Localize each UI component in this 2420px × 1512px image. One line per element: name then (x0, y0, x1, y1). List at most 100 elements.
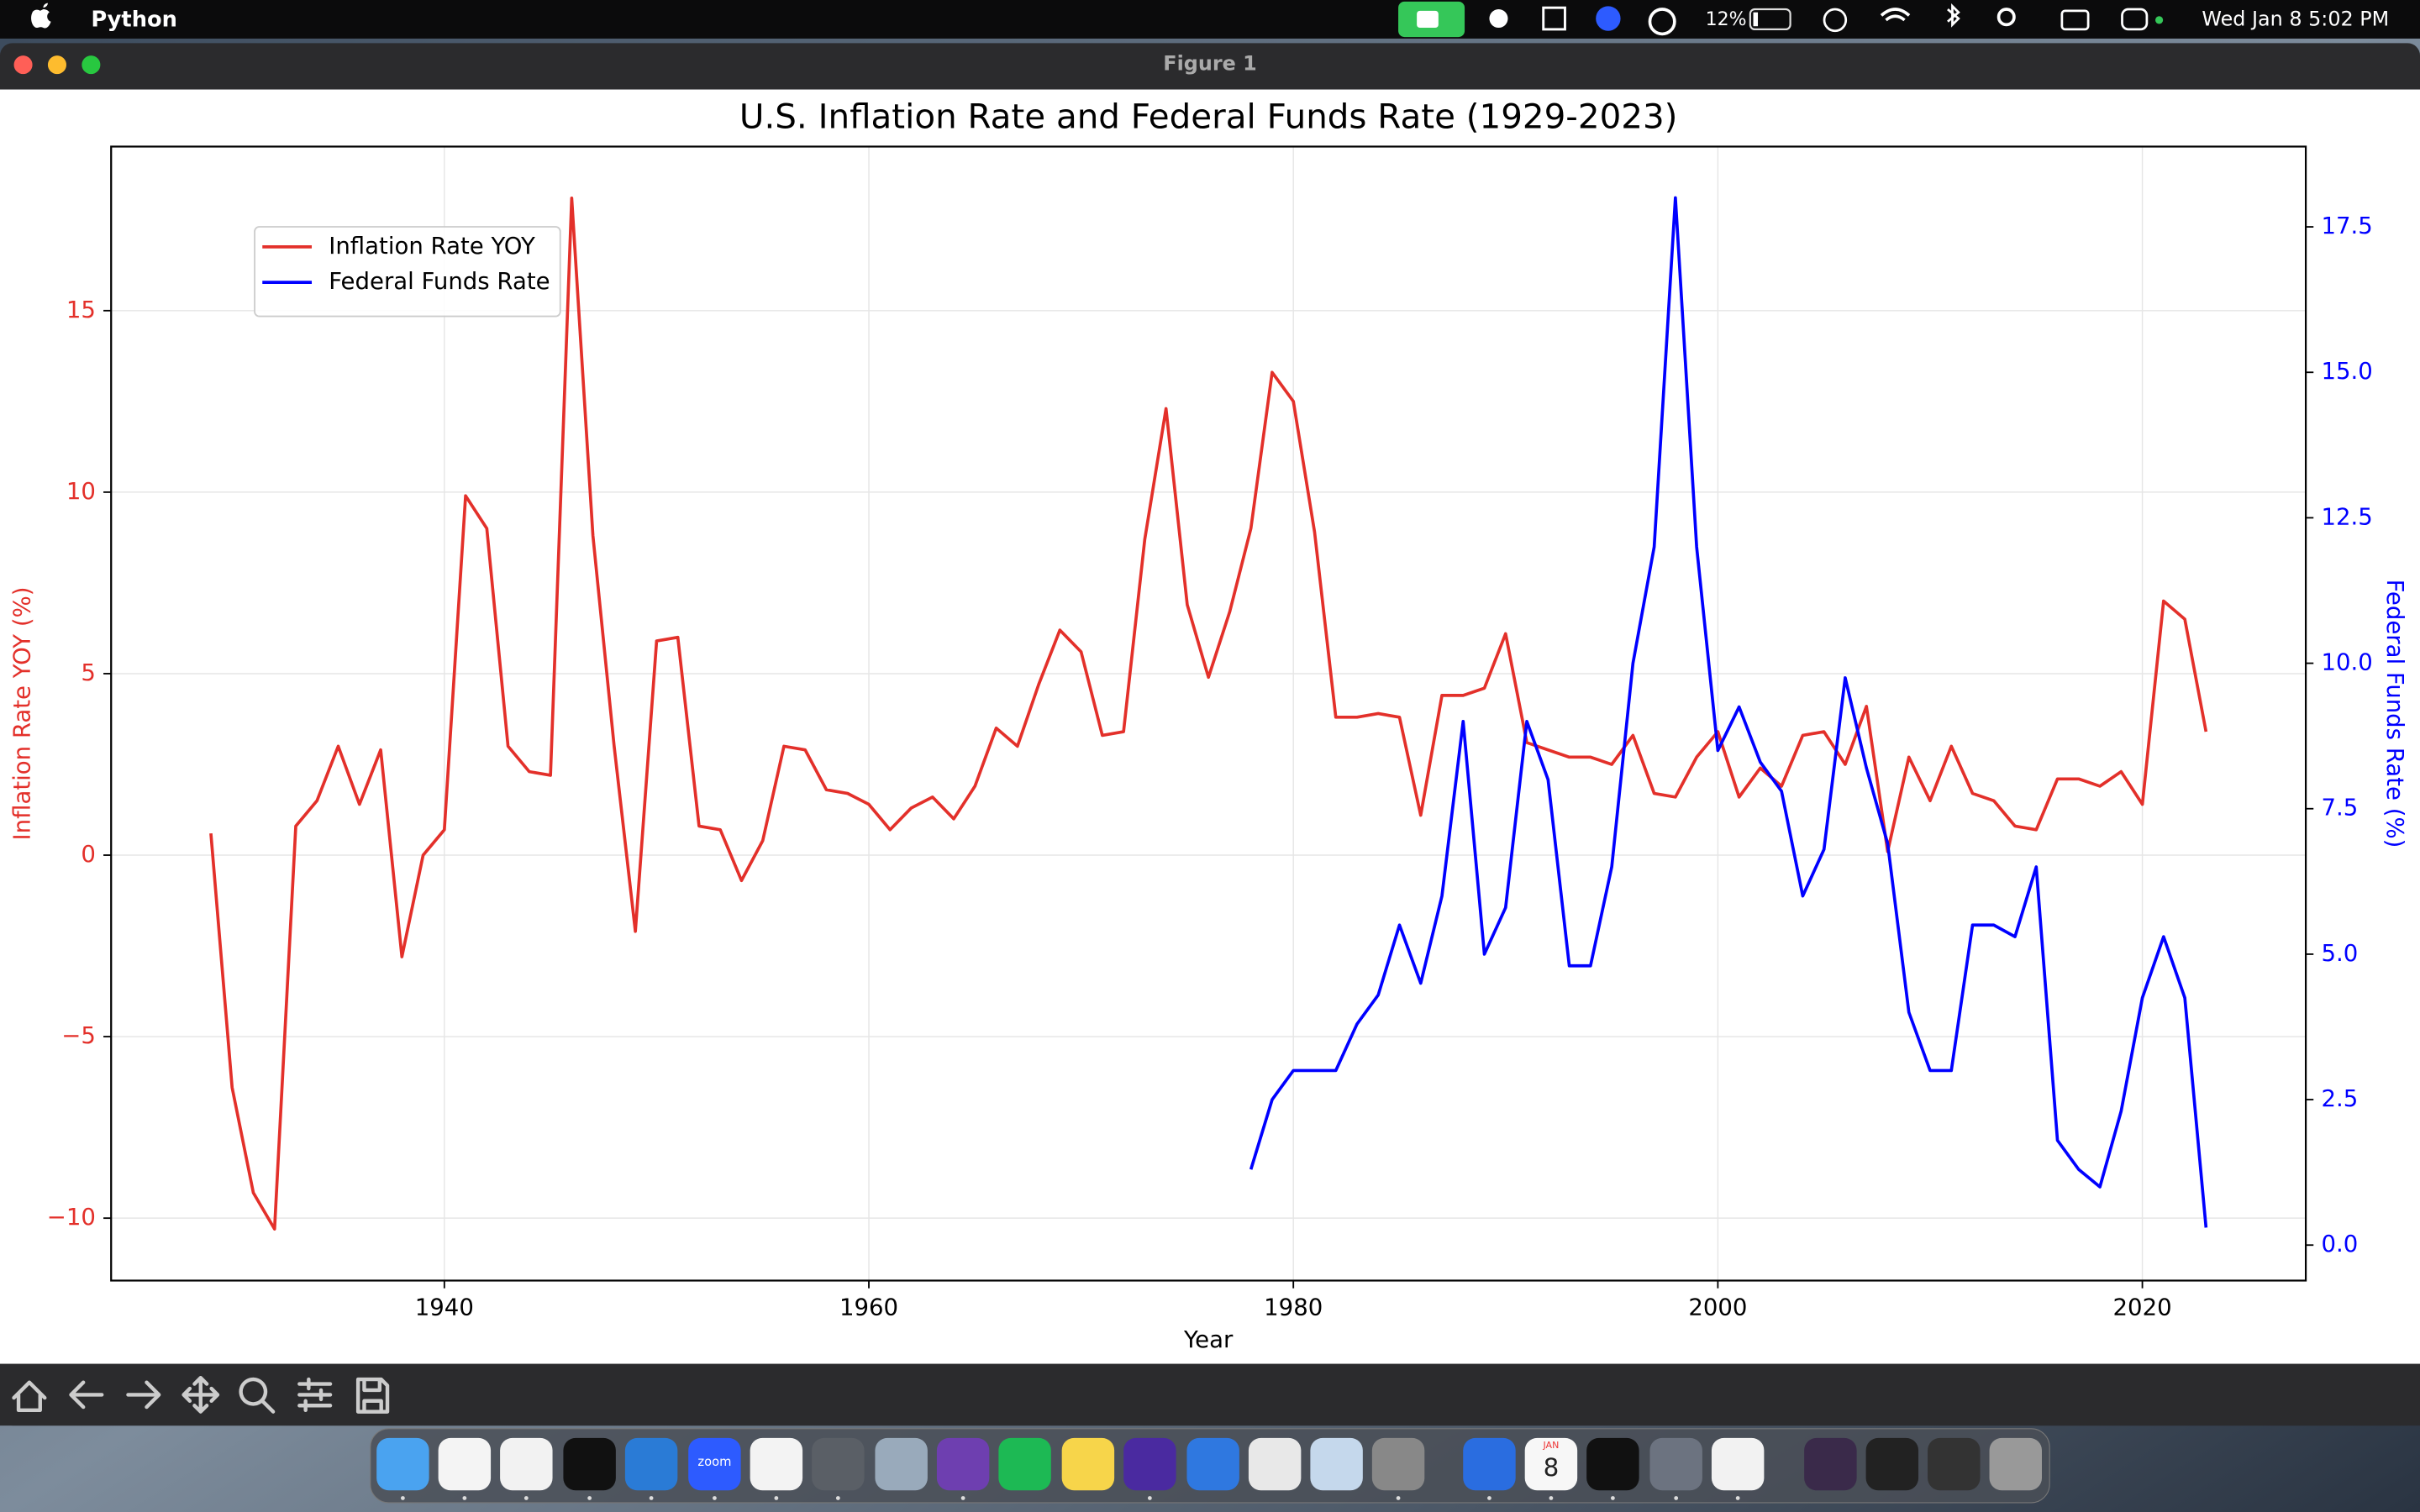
x-tick-label: 1980 (1264, 1294, 1323, 1321)
pan-button[interactable] (182, 1376, 220, 1414)
dock-running-dot (1147, 1496, 1152, 1500)
dock-running-dot (1610, 1496, 1615, 1500)
dock-running-dot (835, 1496, 840, 1500)
y-tick-label: 0 (81, 841, 96, 868)
y2-tick-label: 12.5 (2321, 503, 2372, 530)
calendar-day: 8 (1544, 1453, 1560, 1482)
y2-tick-label: 15.0 (2321, 358, 2372, 385)
dock-running-dot (960, 1496, 965, 1500)
save-button[interactable] (355, 1377, 390, 1414)
toolbar (0, 1363, 2420, 1426)
dock-running-dot (462, 1496, 467, 1500)
status-icon[interactable] (1648, 8, 1676, 36)
dock-app-icon[interactable] (1586, 1437, 1639, 1491)
legend-label: Federal Funds Rate (329, 268, 550, 295)
dock-running-dot (1487, 1496, 1491, 1500)
dock-app-icon[interactable] (936, 1437, 990, 1491)
dock-app-icon[interactable] (1371, 1437, 1425, 1491)
y2-tick-label: 7.5 (2321, 795, 2358, 822)
bluetooth-icon[interactable] (1947, 3, 1960, 28)
clock[interactable]: Wed Jan 8 5:02 PM (2202, 7, 2389, 30)
dock-running-dot (774, 1496, 779, 1500)
dock-running-dot (713, 1496, 717, 1500)
dock-app-icon[interactable] (624, 1437, 678, 1491)
dock-app-icon[interactable] (1804, 1437, 1857, 1491)
menu-bar (0, 0, 2420, 39)
calendar-month: JAN (1542, 1440, 1559, 1451)
dock-app-icon[interactable] (1524, 1437, 1578, 1491)
dock-app-icon[interactable] (500, 1437, 553, 1491)
back-button[interactable] (69, 1380, 104, 1410)
chart: U.S. Inflation Rate and Federal Funds Ra… (9, 96, 2408, 1353)
y2-axis-label: Federal Funds Rate (%) (2381, 580, 2408, 848)
dock-app-icon[interactable] (750, 1437, 803, 1491)
status-dot (2155, 16, 2164, 24)
zoom-button[interactable] (82, 55, 101, 75)
dock-app-icon[interactable] (688, 1437, 741, 1491)
dock-app-icon[interactable] (1248, 1437, 1302, 1491)
status-icon[interactable] (2060, 9, 2090, 31)
dock-app-icon[interactable] (1463, 1437, 1516, 1491)
window-title: Figure 1 (1163, 52, 1256, 76)
dock-app-icon[interactable] (1649, 1437, 1702, 1491)
dock-app-icon[interactable] (1186, 1437, 1239, 1491)
dock-running-dot (523, 1496, 529, 1500)
app-name[interactable]: Python (91, 7, 177, 32)
dock-app-icon[interactable] (1061, 1437, 1115, 1491)
x-tick-label: 2000 (1688, 1294, 1747, 1321)
forward-button[interactable] (126, 1380, 161, 1410)
dock-app-icon[interactable] (1123, 1437, 1176, 1491)
y-axis-label: Inflation Rate YOY (%) (9, 586, 36, 840)
dock-app-icon[interactable] (1310, 1437, 1363, 1491)
y-tick-label: −5 (61, 1022, 96, 1049)
configure-button[interactable] (297, 1377, 333, 1412)
dock-zoom-label: zoom (697, 1455, 731, 1469)
dock-app-icon[interactable] (1989, 1437, 2042, 1491)
y-tick-label: 10 (66, 478, 96, 505)
wifi-icon[interactable] (1880, 8, 1911, 22)
search-icon[interactable] (1996, 8, 2016, 27)
dock-app-icon[interactable] (563, 1437, 616, 1491)
zoom-status[interactable] (1596, 6, 1621, 31)
dock-app-icon[interactable] (1865, 1437, 1919, 1491)
x-axis-label: Year (1183, 1326, 1234, 1353)
dock-running-dot (587, 1496, 592, 1500)
dock-app-icon[interactable] (1928, 1437, 1981, 1491)
status-icon[interactable] (1489, 9, 1508, 29)
apple-menu[interactable] (31, 3, 51, 29)
x-tick-label: 2020 (2113, 1294, 2172, 1321)
home-button[interactable] (12, 1380, 47, 1412)
dock-app-icon[interactable] (812, 1437, 865, 1491)
plot-frame (110, 145, 2307, 1282)
dock-app-icon[interactable] (1711, 1437, 1765, 1491)
control-center[interactable] (2121, 8, 2149, 31)
battery-percent: 12% (1706, 9, 1747, 30)
legend-label: Inflation Rate YOY (329, 233, 535, 260)
y2-tick-label: 10.0 (2321, 649, 2372, 676)
y2-tick-label: 5.0 (2321, 940, 2358, 967)
dock-running-dot (1396, 1496, 1401, 1500)
dock-app-icon[interactable] (376, 1437, 429, 1491)
legend-box (254, 226, 561, 318)
y-tick-label: 15 (66, 297, 96, 323)
dock-running-dot (649, 1496, 654, 1500)
dock-running-dot (1549, 1496, 1554, 1500)
battery-icon[interactable] (1749, 8, 1791, 30)
minimize-button[interactable] (47, 55, 66, 75)
status-icon[interactable] (1823, 8, 1848, 33)
data-line (209, 197, 2208, 1231)
dock-app-icon[interactable] (998, 1437, 1051, 1491)
zoom-rect-button[interactable] (239, 1377, 276, 1414)
status-icon[interactable] (1542, 6, 1566, 31)
close-button[interactable] (13, 55, 33, 75)
dock-running-dot (1735, 1496, 1740, 1500)
battery-level (1753, 12, 1759, 27)
x-tick-label: 1960 (839, 1294, 898, 1321)
data-line (1249, 196, 2208, 1228)
dock-app-icon[interactable] (438, 1437, 492, 1491)
dock-app-icon[interactable] (875, 1437, 928, 1491)
y2-tick-label: 2.5 (2321, 1085, 2358, 1112)
y-tick-label: −10 (47, 1204, 96, 1231)
